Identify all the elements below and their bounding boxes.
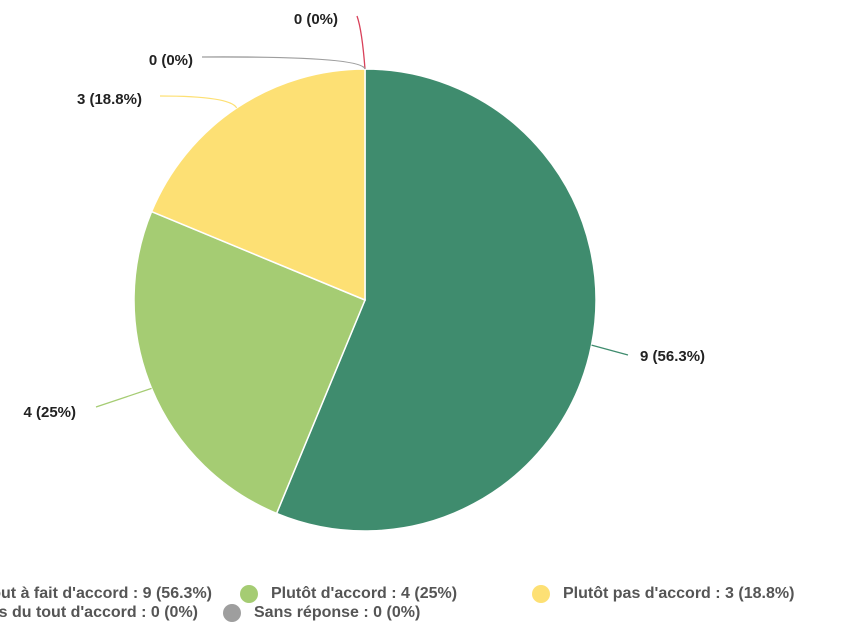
leader-line (356, 15, 366, 70)
pie-slice (275, 68, 597, 532)
data-label: 4 (25%) (23, 404, 76, 421)
legend-label: Sans réponse : 0 (0%) (254, 604, 420, 621)
leader-line (201, 56, 366, 70)
legend-label: Plutôt d'accord : 4 (25%) (271, 585, 457, 602)
legend-label: Pas du tout d'accord : 0 (0%) (0, 604, 198, 621)
data-label: 0 (0%) (149, 52, 193, 69)
pie-slice (133, 210, 366, 515)
legend-label: Plutôt pas d'accord : 3 (18.8%) (563, 585, 794, 602)
legend-label: Tout à fait d'accord : 9 (56.3%) (0, 585, 212, 602)
legend-swatch (223, 604, 241, 622)
leader-line (95, 387, 152, 408)
legend-swatch (240, 585, 258, 603)
leader-line (591, 344, 629, 356)
pie-slice (150, 68, 366, 302)
legend-swatch (532, 585, 550, 603)
data-label: 9 (56.3%) (640, 348, 705, 365)
data-label: 0 (0%) (294, 11, 338, 28)
data-label: 3 (18.8%) (77, 91, 142, 108)
leader-line (159, 95, 238, 109)
